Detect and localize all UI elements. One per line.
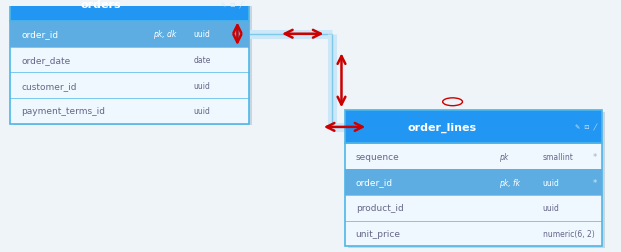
Text: smallint: smallint xyxy=(543,152,573,161)
Text: pk, dk: pk, dk xyxy=(153,30,176,39)
Text: sequence: sequence xyxy=(356,152,399,161)
Text: order_date: order_date xyxy=(21,56,70,65)
Text: uuid: uuid xyxy=(194,107,211,116)
Text: payment_terms_id: payment_terms_id xyxy=(21,107,105,116)
FancyBboxPatch shape xyxy=(345,144,602,246)
Text: pk, fk: pk, fk xyxy=(499,178,520,187)
FancyBboxPatch shape xyxy=(10,22,248,124)
Text: order_id: order_id xyxy=(21,30,58,39)
Text: ✎  ⊡  ╱: ✎ ⊡ ╱ xyxy=(221,2,243,9)
Text: product_id: product_id xyxy=(356,203,404,212)
FancyBboxPatch shape xyxy=(10,22,248,47)
Text: order_id: order_id xyxy=(356,178,393,187)
Text: customer_id: customer_id xyxy=(21,81,76,90)
Text: numeric(6, 2): numeric(6, 2) xyxy=(543,229,594,238)
FancyBboxPatch shape xyxy=(345,111,602,144)
Text: *: * xyxy=(592,152,597,161)
Text: ✎  ⊡  ╱: ✎ ⊡ ╱ xyxy=(574,124,597,131)
FancyBboxPatch shape xyxy=(348,112,605,248)
Text: uuid: uuid xyxy=(194,81,211,90)
FancyBboxPatch shape xyxy=(345,170,602,195)
Text: pk: pk xyxy=(499,152,508,161)
Text: uuid: uuid xyxy=(194,30,211,39)
Text: unit_price: unit_price xyxy=(356,229,401,238)
Text: uuid: uuid xyxy=(543,178,560,187)
Text: order_lines: order_lines xyxy=(408,122,477,133)
Text: uuid: uuid xyxy=(543,203,560,212)
FancyBboxPatch shape xyxy=(14,0,252,126)
FancyBboxPatch shape xyxy=(10,0,248,22)
Text: orders: orders xyxy=(80,0,121,10)
Text: date: date xyxy=(194,56,211,65)
Text: *: * xyxy=(592,178,597,187)
